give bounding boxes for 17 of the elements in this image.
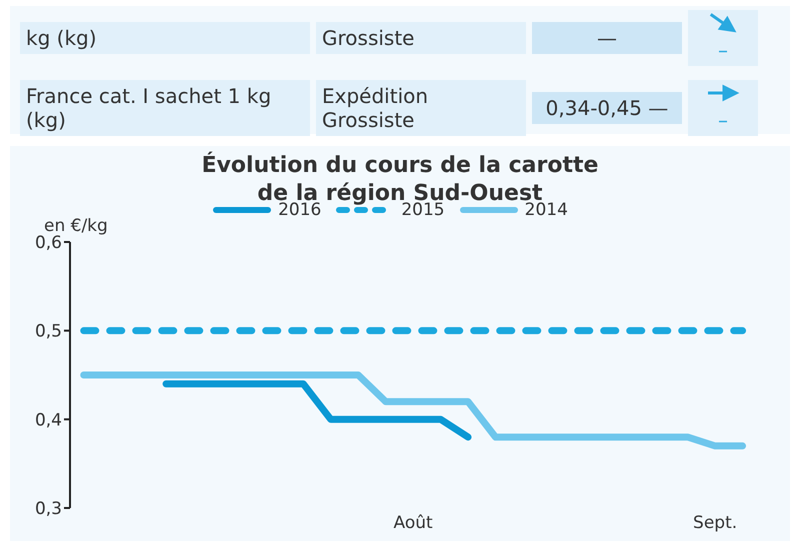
text: –: [718, 108, 728, 132]
text: kg (kg): [26, 26, 97, 50]
legend-label: 2015: [401, 200, 445, 220]
y-axis-title: en €/kg: [44, 216, 108, 236]
legend-label: 2014: [524, 200, 568, 220]
y-tick-label: 0,6: [34, 233, 62, 254]
y-tick-label: 0,5: [34, 322, 62, 342]
text: Expédition Grossiste: [322, 84, 430, 132]
text: 0,34-0,45 —: [546, 96, 668, 120]
text: Grossiste: [322, 26, 414, 50]
text: France cat. I sachet 1 kg (kg): [26, 84, 272, 132]
text: –: [718, 38, 728, 62]
text: —: [597, 26, 617, 50]
y-tick-label: 0,3: [34, 499, 62, 520]
x-tick-label: Sept.: [693, 513, 738, 534]
y-tick-label: 0,4: [34, 410, 62, 430]
x-tick-label: Août: [394, 513, 434, 534]
